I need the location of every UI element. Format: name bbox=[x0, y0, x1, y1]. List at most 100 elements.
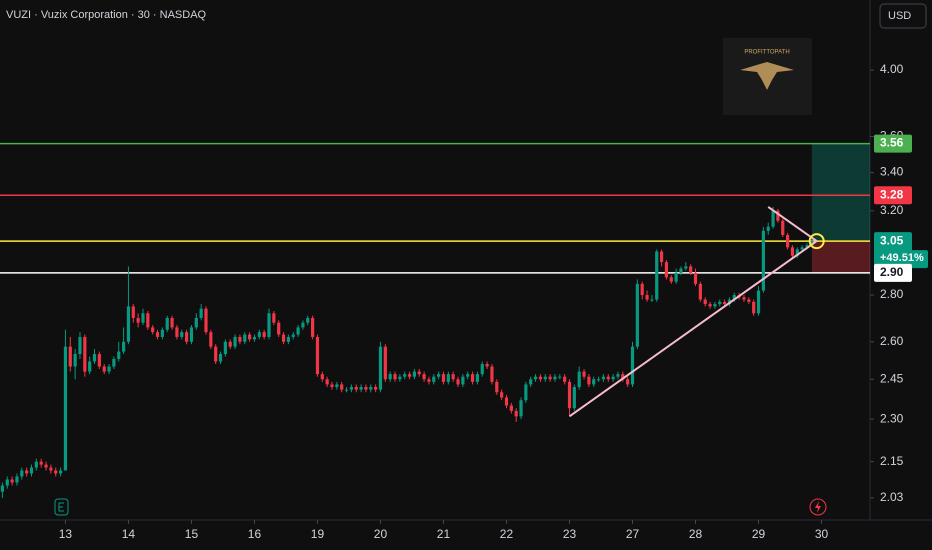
candle-body bbox=[422, 374, 426, 380]
candle-body bbox=[596, 379, 601, 381]
candle-body bbox=[790, 247, 795, 256]
candle-body bbox=[509, 405, 513, 411]
candle-body bbox=[121, 341, 126, 352]
candle-body bbox=[752, 301, 756, 314]
candle-body bbox=[281, 334, 286, 342]
candle-body bbox=[349, 387, 353, 390]
candle-body bbox=[88, 361, 92, 372]
candle-body bbox=[311, 317, 315, 337]
candle-body bbox=[340, 384, 344, 390]
candle-body bbox=[58, 470, 63, 474]
level-price-box bbox=[874, 134, 912, 153]
candle-body bbox=[83, 336, 87, 372]
candle-body bbox=[20, 470, 24, 477]
candle-body bbox=[645, 295, 649, 300]
candle-body bbox=[451, 374, 455, 380]
candle-body bbox=[354, 387, 358, 390]
candle-body bbox=[674, 272, 678, 282]
candle-body bbox=[805, 245, 809, 248]
x-tick-label: 15 bbox=[185, 527, 199, 541]
candle-body bbox=[151, 327, 155, 333]
x-tick-label: 27 bbox=[626, 527, 640, 541]
candle-body bbox=[587, 376, 591, 385]
candle-body bbox=[626, 379, 630, 385]
candle-body bbox=[272, 313, 276, 323]
candle-body bbox=[68, 346, 72, 367]
candle-body bbox=[180, 332, 184, 337]
candle-body bbox=[514, 410, 518, 417]
candle-body bbox=[524, 384, 528, 401]
currency-label: USD bbox=[888, 10, 911, 22]
candle-body bbox=[243, 334, 247, 342]
candle-body bbox=[398, 376, 402, 380]
candle-body bbox=[306, 317, 310, 323]
level-price-label: 3.28 bbox=[880, 187, 904, 201]
y-tick-label: 2.03 bbox=[880, 490, 904, 504]
candle-body bbox=[689, 266, 693, 273]
candle-body bbox=[248, 334, 252, 340]
dividend-icon[interactable] bbox=[809, 498, 827, 516]
candle-body bbox=[432, 376, 436, 382]
candle-body bbox=[722, 301, 727, 305]
x-tick-label: 13 bbox=[59, 527, 73, 541]
y-tick-label: 4.00 bbox=[880, 62, 904, 76]
candle-body bbox=[693, 272, 698, 284]
candle-body bbox=[407, 374, 412, 377]
candle-body bbox=[209, 332, 213, 347]
candle-body bbox=[766, 226, 770, 231]
candle-body bbox=[107, 366, 111, 372]
candle-body bbox=[364, 387, 368, 390]
candle-body bbox=[601, 376, 606, 380]
x-tick-label: 23 bbox=[563, 527, 577, 541]
watermark: PROFITTOPATH bbox=[723, 38, 812, 115]
candle-body bbox=[698, 283, 702, 300]
earnings-icon-glyph bbox=[58, 502, 64, 512]
candle-body bbox=[315, 336, 320, 375]
y-tick-label: 2.45 bbox=[880, 371, 904, 385]
candle-body bbox=[267, 313, 271, 337]
candle-body bbox=[296, 327, 300, 335]
candle-body bbox=[756, 290, 761, 314]
candle-body bbox=[480, 363, 484, 375]
candle-body bbox=[655, 251, 659, 300]
change-label: +49.51% bbox=[880, 252, 924, 264]
earnings-icon[interactable] bbox=[54, 498, 69, 516]
candle-body bbox=[54, 470, 58, 474]
candle-body bbox=[117, 351, 121, 359]
candle-body bbox=[330, 384, 334, 388]
candle-body bbox=[771, 210, 775, 227]
candle-body bbox=[286, 336, 290, 342]
candle-body bbox=[548, 376, 552, 380]
candle-body bbox=[475, 374, 480, 382]
x-tick-label: 19 bbox=[311, 527, 325, 541]
candle-body bbox=[165, 317, 169, 330]
candle-body bbox=[378, 346, 383, 390]
candle-body bbox=[611, 376, 615, 380]
candle-body bbox=[582, 371, 586, 377]
candle-body bbox=[63, 346, 68, 471]
candle-body bbox=[262, 332, 266, 337]
candle-body bbox=[533, 376, 538, 380]
candle-body bbox=[73, 354, 77, 367]
candle-body bbox=[112, 358, 116, 367]
candle-body bbox=[529, 379, 533, 385]
candle-body bbox=[776, 210, 780, 221]
candle-body bbox=[747, 299, 751, 302]
candle-body bbox=[461, 376, 465, 385]
currency-button[interactable] bbox=[879, 3, 927, 29]
candle-body bbox=[761, 230, 765, 291]
candle-body bbox=[335, 384, 339, 388]
candle-body bbox=[204, 308, 208, 333]
candle-body bbox=[427, 379, 431, 382]
candle-body bbox=[664, 262, 669, 278]
candle-body bbox=[291, 334, 295, 337]
candle-body bbox=[640, 283, 644, 296]
candle-body bbox=[504, 397, 509, 406]
candle-body bbox=[34, 461, 38, 468]
x-tick-label: 28 bbox=[689, 527, 703, 541]
candle-body bbox=[223, 341, 227, 355]
candle-body bbox=[344, 389, 349, 391]
x-tick-label: 21 bbox=[437, 527, 451, 541]
candle-body bbox=[558, 376, 562, 378]
